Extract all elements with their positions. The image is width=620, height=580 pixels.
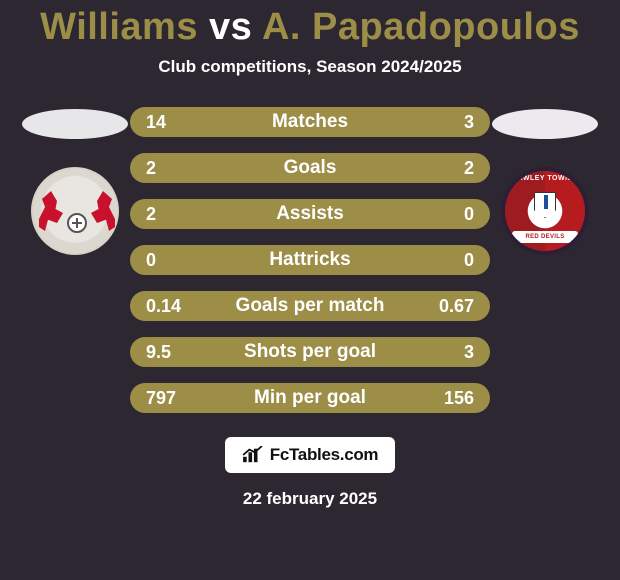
- footer: FcTables.com 22 february 2025: [225, 437, 395, 509]
- brand-text: FcTables.com: [270, 445, 379, 465]
- comparison-body: 14Matches32Goals22Assists00Hattricks00.1…: [0, 107, 620, 413]
- stat-label: Shots per goal: [210, 341, 410, 363]
- stat-right-value: 3: [410, 342, 490, 363]
- comparison-card: Williams vs A. Papadopoulos Club competi…: [0, 0, 620, 580]
- stat-label: Matches: [210, 111, 410, 133]
- player2-name: A. Papadopoulos: [262, 6, 580, 48]
- stat-right-value: 0.67: [410, 296, 490, 317]
- stat-left-value: 9.5: [130, 342, 210, 363]
- crest-shield-icon: [534, 192, 556, 218]
- stat-row: 0Hattricks0: [130, 245, 490, 275]
- stat-right-value: 0: [410, 250, 490, 271]
- stat-left-value: 797: [130, 388, 210, 409]
- stat-left-value: 2: [130, 204, 210, 225]
- brand-badge: FcTables.com: [225, 437, 395, 473]
- crest-banner: RED DEVILS: [512, 231, 578, 243]
- stat-left-value: 2: [130, 158, 210, 179]
- page-title: Williams vs A. Papadopoulos: [40, 6, 580, 49]
- stat-row: 2Assists0: [130, 199, 490, 229]
- player1-name: Williams: [40, 6, 198, 48]
- player1-club-crest: [31, 167, 119, 255]
- stat-left-value: 0.14: [130, 296, 210, 317]
- stat-label: Goals per match: [210, 295, 410, 317]
- stat-row: 797Min per goal156: [130, 383, 490, 413]
- bar-chart-icon: [242, 446, 264, 464]
- stat-row: 14Matches3: [130, 107, 490, 137]
- footer-date: 22 february 2025: [243, 489, 377, 509]
- stat-left-value: 14: [130, 112, 210, 133]
- stat-row: 0.14Goals per match0.67: [130, 291, 490, 321]
- player2-club-crest: CRAWLEY TOWN FC RED DEVILS: [501, 167, 589, 255]
- stat-label: Assists: [210, 203, 410, 225]
- stat-left-value: 0: [130, 250, 210, 271]
- stat-label: Hattricks: [210, 249, 410, 271]
- stat-row: 2Goals2: [130, 153, 490, 183]
- crest-top-text: CRAWLEY TOWN FC: [505, 175, 585, 182]
- stat-label: Min per goal: [210, 387, 410, 409]
- player2-photo-placeholder: [492, 109, 598, 139]
- right-side: CRAWLEY TOWN FC RED DEVILS: [490, 107, 600, 255]
- stat-label: Goals: [210, 157, 410, 179]
- crest-ball-icon: [67, 213, 87, 233]
- stat-right-value: 3: [410, 112, 490, 133]
- stat-right-value: 0: [410, 204, 490, 225]
- stat-right-value: 156: [410, 388, 490, 409]
- vs-separator: vs: [209, 6, 252, 48]
- player1-photo-placeholder: [22, 109, 128, 139]
- subtitle: Club competitions, Season 2024/2025: [158, 57, 461, 77]
- stat-row: 9.5Shots per goal3: [130, 337, 490, 367]
- stat-right-value: 2: [410, 158, 490, 179]
- left-side: [20, 107, 130, 255]
- stats-table: 14Matches32Goals22Assists00Hattricks00.1…: [130, 107, 490, 413]
